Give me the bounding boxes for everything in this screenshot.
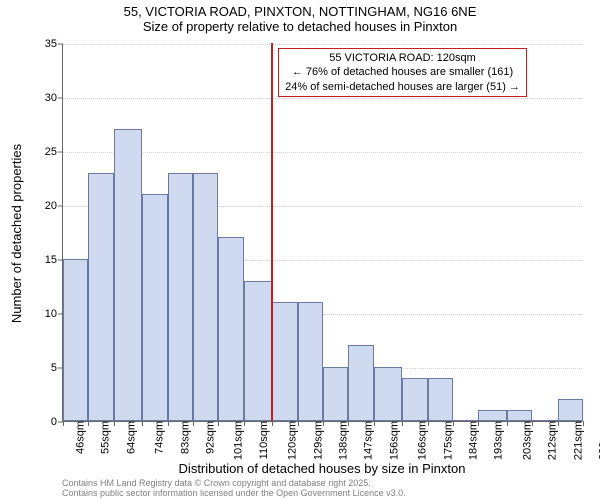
histogram-bar xyxy=(88,173,113,421)
x-tick-mark xyxy=(298,421,299,426)
x-tick-mark xyxy=(478,421,479,426)
x-tick-label: 156sqm xyxy=(386,421,400,460)
histogram-bar xyxy=(114,129,142,421)
reference-line xyxy=(271,43,273,421)
property-size-histogram: 55, VICTORIA ROAD, PINXTON, NOTTINGHAM, … xyxy=(0,0,600,500)
y-tick-label: 10 xyxy=(45,308,63,320)
histogram-bar xyxy=(374,367,402,421)
x-tick-mark xyxy=(583,421,584,426)
x-tick-mark xyxy=(507,421,508,426)
x-tick-label: 203sqm xyxy=(519,421,533,460)
histogram-bar xyxy=(193,173,218,421)
x-tick-mark xyxy=(453,421,454,426)
footer-line-2: Contains public sector information licen… xyxy=(62,489,406,499)
x-tick-label: 101sqm xyxy=(231,421,245,460)
y-tick-label: 20 xyxy=(45,200,63,212)
reference-annotation: 55 VICTORIA ROAD: 120sqm← 76% of detache… xyxy=(278,48,527,97)
x-tick-label: 230sqm xyxy=(596,421,600,460)
x-tick-label: 129sqm xyxy=(310,421,324,460)
annotation-line: 24% of semi-detached houses are larger (… xyxy=(285,80,520,94)
histogram-bar xyxy=(402,378,427,421)
x-tick-label: 120sqm xyxy=(285,421,299,460)
gridline xyxy=(63,44,582,45)
x-tick-label: 193sqm xyxy=(491,421,505,460)
x-tick-label: 138sqm xyxy=(336,421,350,460)
y-tick-label: 5 xyxy=(51,362,63,374)
x-tick-mark xyxy=(63,421,64,426)
histogram-bar xyxy=(478,410,506,421)
x-tick-mark xyxy=(402,421,403,426)
y-tick-label: 30 xyxy=(45,92,63,104)
x-tick-mark xyxy=(532,421,533,426)
histogram-bar xyxy=(348,345,373,421)
gridline xyxy=(63,98,582,99)
x-tick-label: 64sqm xyxy=(123,421,137,454)
histogram-bar xyxy=(558,399,583,421)
x-tick-label: 175sqm xyxy=(440,421,454,460)
y-tick-label: 35 xyxy=(45,38,63,50)
x-tick-label: 166sqm xyxy=(415,421,429,460)
histogram-bar xyxy=(63,259,88,421)
x-tick-mark xyxy=(168,421,169,426)
x-tick-mark xyxy=(348,421,349,426)
x-tick-mark xyxy=(142,421,143,426)
x-tick-label: 46sqm xyxy=(73,421,87,454)
x-tick-mark xyxy=(323,421,324,426)
x-tick-label: 147sqm xyxy=(361,421,375,460)
y-tick-label: 15 xyxy=(45,254,63,266)
histogram-bar xyxy=(272,302,297,421)
y-axis-label-container: Number of detached properties xyxy=(8,44,26,422)
x-tick-label: 221sqm xyxy=(570,421,584,460)
histogram-bar xyxy=(298,302,323,421)
x-tick-mark xyxy=(272,421,273,426)
histogram-bar xyxy=(428,378,453,421)
x-tick-mark xyxy=(88,421,89,426)
x-tick-label: 83sqm xyxy=(177,421,191,454)
x-tick-label: 110sqm xyxy=(256,421,270,459)
histogram-bar xyxy=(142,194,167,421)
x-tick-mark xyxy=(193,421,194,426)
x-tick-mark xyxy=(558,421,559,426)
attribution-footer: Contains HM Land Registry data © Crown c… xyxy=(62,479,406,499)
y-axis-label: Number of detached properties xyxy=(10,143,25,322)
x-tick-label: 92sqm xyxy=(203,421,217,454)
x-tick-mark xyxy=(114,421,115,426)
y-tick-label: 0 xyxy=(51,416,63,428)
x-tick-mark xyxy=(428,421,429,426)
x-tick-label: 212sqm xyxy=(545,421,559,460)
x-tick-label: 74sqm xyxy=(152,421,166,454)
x-tick-mark xyxy=(374,421,375,426)
x-axis-label: Distribution of detached houses by size … xyxy=(62,461,582,476)
histogram-bar xyxy=(244,281,272,421)
y-tick-label: 25 xyxy=(45,146,63,158)
x-tick-mark xyxy=(244,421,245,426)
x-tick-mark xyxy=(218,421,219,426)
histogram-bar xyxy=(507,410,532,421)
x-tick-label: 184sqm xyxy=(466,421,480,460)
plot-area: 0510152025303546sqm55sqm64sqm74sqm83sqm9… xyxy=(62,44,582,422)
histogram-bar xyxy=(168,173,193,421)
histogram-bar xyxy=(218,237,243,421)
title-line-1: 55, VICTORIA ROAD, PINXTON, NOTTINGHAM, … xyxy=(0,4,600,19)
histogram-bar xyxy=(323,367,348,421)
annotation-line: ← 76% of detached houses are smaller (16… xyxy=(285,65,520,79)
chart-title: 55, VICTORIA ROAD, PINXTON, NOTTINGHAM, … xyxy=(0,4,600,34)
title-line-2: Size of property relative to detached ho… xyxy=(0,19,600,34)
x-tick-label: 55sqm xyxy=(98,421,112,454)
annotation-line: 55 VICTORIA ROAD: 120sqm xyxy=(285,51,520,65)
